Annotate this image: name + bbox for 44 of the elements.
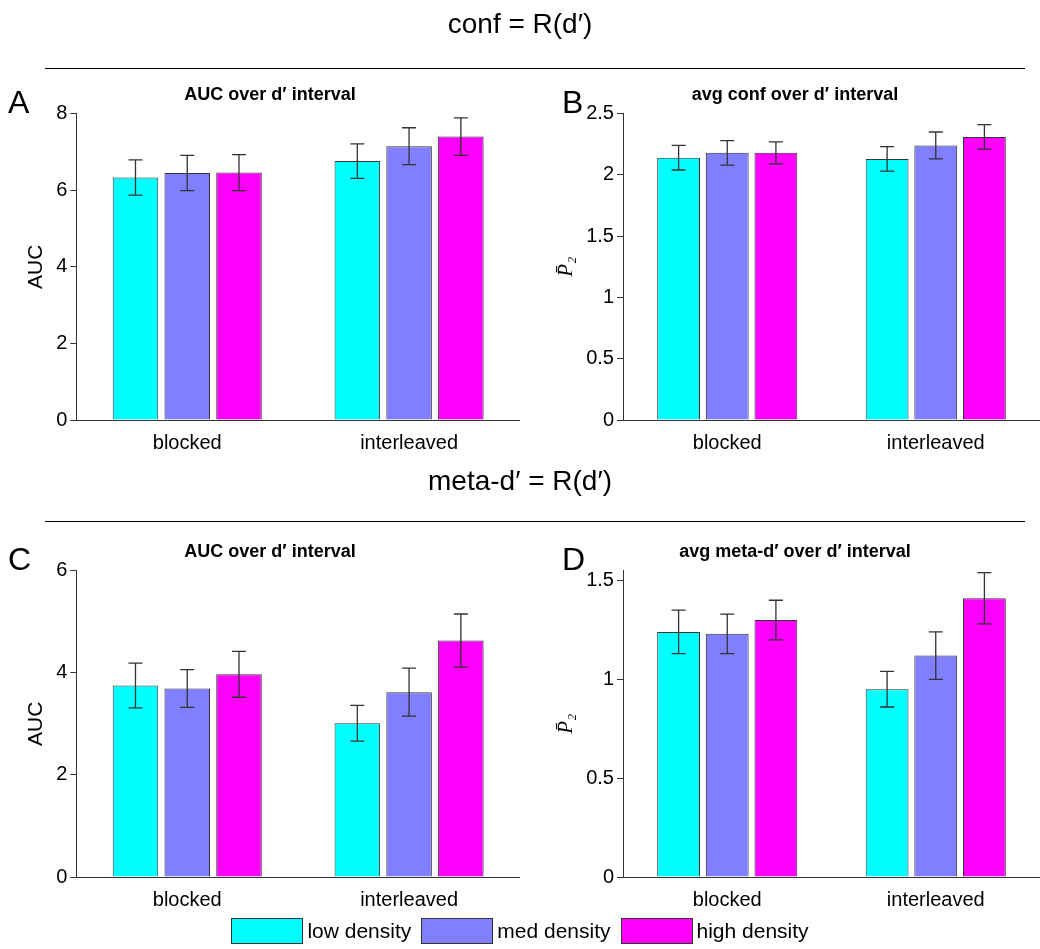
y-tick-label: 6 (56, 177, 68, 200)
y-tick-label: 0.5 (586, 765, 614, 788)
chart-title: AUC over d′ interval (184, 540, 356, 561)
y-tick-label: 4 (56, 660, 68, 683)
x-tick-label: blocked (692, 887, 762, 910)
chart-title: AUC over d′ interval (184, 83, 356, 104)
y-axis-title: AUC (23, 244, 47, 289)
legend-label: low density (306, 918, 412, 944)
y-tick-label: 0 (56, 407, 68, 430)
y-tick-label: 8 (56, 101, 68, 124)
text: D (562, 541, 586, 578)
text: A (8, 84, 30, 121)
y-tick-label: 6 (56, 558, 68, 581)
legend-label: high density (695, 918, 809, 944)
y-tick-label: 0.5 (586, 346, 614, 369)
y-axis-title: P̄₂ (553, 256, 578, 278)
text: C (8, 541, 32, 578)
y-tick-label: 1 (602, 284, 614, 307)
chart-title: avg conf over d′ interval (691, 83, 899, 104)
x-tick-label: interleaved (886, 430, 985, 453)
x-tick-label: blocked (152, 887, 222, 910)
x-tick-label: interleaved (886, 887, 985, 910)
y-tick-label: 2 (56, 330, 68, 353)
y-tick-label: 2.5 (586, 101, 614, 124)
y-tick-label: 1.5 (586, 568, 614, 590)
text: meta-d′ = R(d′) (427, 465, 613, 497)
y-tick-label: 1 (602, 666, 614, 689)
text: conf = R(d′) (446, 8, 594, 40)
y-axis-title: P̄₂ (553, 713, 578, 735)
x-tick-label: blocked (152, 430, 222, 453)
x-tick-label: blocked (692, 430, 762, 453)
y-tick-label: 0 (56, 864, 68, 887)
x-tick-label: interleaved (360, 430, 458, 453)
chart-title: avg meta-d′ over d′ interval (679, 540, 911, 561)
x-tick-label: interleaved (360, 887, 458, 910)
text: B (562, 84, 584, 121)
y-tick-label: 2 (602, 162, 614, 185)
legend-label: med density (496, 918, 611, 944)
y-axis-title: AUC (23, 701, 47, 746)
y-tick-label: 4 (56, 254, 68, 277)
y-tick-label: 1.5 (586, 223, 614, 246)
y-tick-label: 0 (602, 407, 614, 430)
y-tick-label: 0 (602, 864, 614, 887)
y-tick-label: 2 (56, 762, 68, 785)
